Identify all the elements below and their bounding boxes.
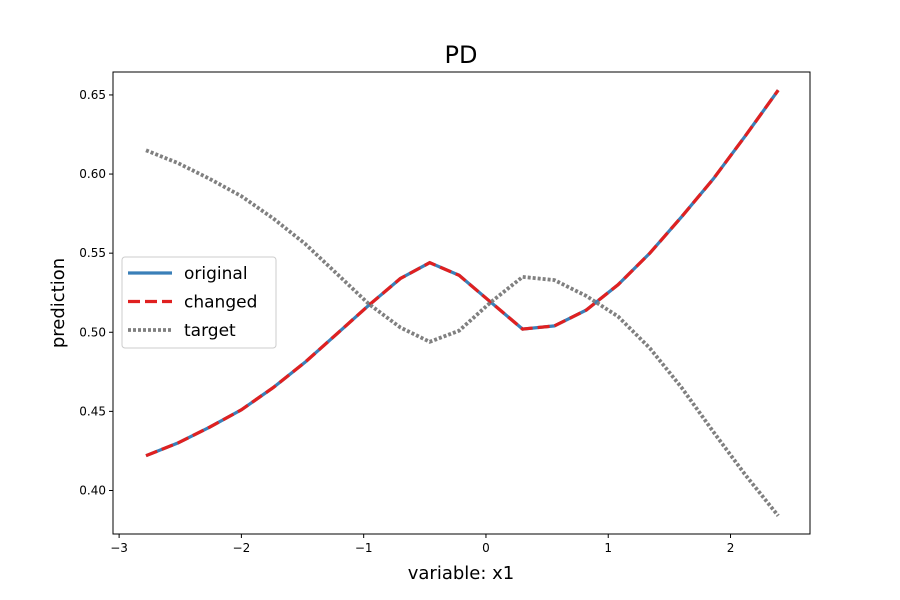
legend-label-target: target <box>184 321 236 341</box>
x-tick-label: −3 <box>110 541 128 555</box>
y-axis-title: prediction <box>48 258 69 348</box>
y-tick-label: 0.60 <box>79 167 106 181</box>
series-line-changed <box>145 89 780 458</box>
y-tick-label: 0.40 <box>79 483 106 497</box>
x-axis: −3 −2 −1 0 1 2 <box>110 534 734 555</box>
y-axis: 0.40 0.45 0.50 0.55 0.60 0.65 <box>79 88 113 497</box>
chart-title: PD <box>445 41 478 69</box>
y-tick-label: 0.45 <box>79 404 106 418</box>
plot-frame <box>112 71 811 535</box>
legend-entries: original changed target <box>128 264 257 341</box>
x-tick-label: −2 <box>233 541 251 555</box>
legend-label-original: original <box>184 264 248 284</box>
y-tick-label: 0.50 <box>79 325 106 339</box>
x-tick-label: 2 <box>727 541 735 555</box>
y-tick-label: 0.65 <box>79 88 106 102</box>
legend: original changed target <box>121 256 277 349</box>
x-tick-label: 1 <box>604 541 612 555</box>
x-axis-title: variable: x1 <box>408 563 515 584</box>
series-layer <box>145 89 780 517</box>
x-tick-label: 0 <box>482 541 490 555</box>
x-tick-label: −1 <box>355 541 373 555</box>
series-line-target <box>145 148 780 517</box>
y-tick-label: 0.55 <box>79 246 106 260</box>
legend-box <box>121 256 277 349</box>
legend-label-changed: changed <box>184 293 257 313</box>
